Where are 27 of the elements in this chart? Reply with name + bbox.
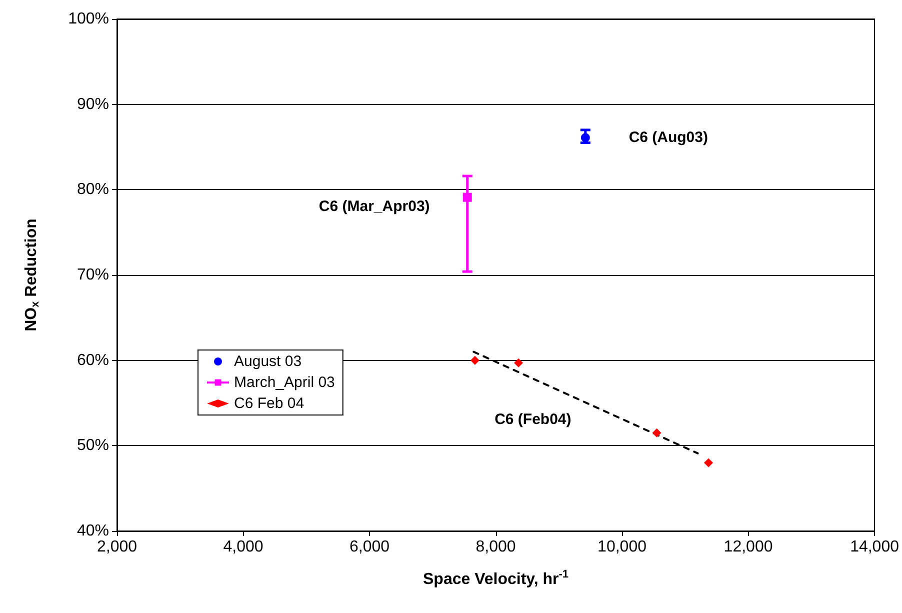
point <box>704 458 714 468</box>
x-tick-label: 4,000 <box>223 538 264 556</box>
point <box>470 356 480 365</box>
x-tick-label: 6,000 <box>349 538 390 556</box>
y-tick-label: 50% <box>76 437 109 454</box>
legend-label: August 03 <box>234 353 302 370</box>
x-tick-label: 12,000 <box>724 538 773 556</box>
y-tick-label: 70% <box>76 266 109 284</box>
y-tick-label: 90% <box>76 96 109 113</box>
annotation: C6 (Aug03) <box>628 129 708 146</box>
point <box>462 192 472 202</box>
point <box>652 428 662 438</box>
point <box>580 133 590 142</box>
y-axis-title: NOx Reduction <box>23 218 42 332</box>
point <box>514 358 523 368</box>
y-tick-label: 80% <box>76 181 109 198</box>
y-tick-label: 40% <box>76 522 109 540</box>
annotation: C6 (Mar_Apr03) <box>318 198 430 215</box>
x-tick-label: 8,000 <box>476 538 516 556</box>
legend-label: C6 Feb 04 <box>234 395 304 412</box>
y-tick-label: 100% <box>68 10 109 28</box>
x-tick-label: 10,000 <box>598 538 647 556</box>
x-tick-label: 14,000 <box>850 538 900 556</box>
annotation: C6 (Feb04) <box>494 410 572 428</box>
x-tick-label: 2,000 <box>96 538 138 556</box>
legend-label: March_April 03 <box>234 374 335 391</box>
y-tick-label: 60% <box>76 352 109 369</box>
